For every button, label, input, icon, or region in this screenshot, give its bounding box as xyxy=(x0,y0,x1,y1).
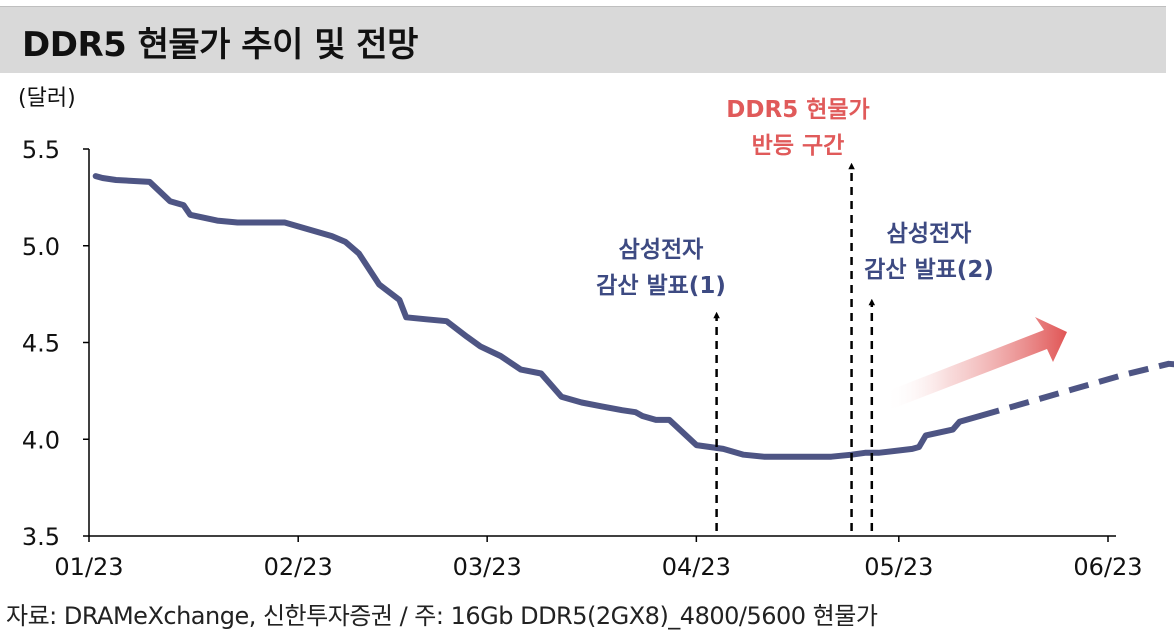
chart: (달러) 3.5 4.0 4.5 5.0 5.5 01/23 02/23 03/23 04/23 0… xyxy=(18,86,1174,581)
annotation-text: 반등 구간 xyxy=(752,133,845,159)
y-tick-label: 3.5 xyxy=(22,523,60,551)
x-tick-label: 02/23 xyxy=(264,553,333,581)
y-tick-label: 4.5 xyxy=(22,330,60,358)
title-bar: DDR5 현물가 추이 및 전망 xyxy=(0,6,1166,73)
annotation-text: 삼성전자 xyxy=(887,221,972,247)
y-tick-label: 4.0 xyxy=(22,426,60,454)
y-axis-label: (달러) xyxy=(18,86,76,111)
annotation-text: 감산 발표(1) xyxy=(596,273,726,299)
x-tick-label: 03/23 xyxy=(453,553,522,581)
price-line xyxy=(92,173,983,460)
annotation-text: 삼성전자 xyxy=(619,237,704,263)
forecast-line xyxy=(978,360,1174,419)
x-tick-label: 05/23 xyxy=(864,553,933,581)
x-tick-label: 06/23 xyxy=(1073,553,1142,581)
source-note: 자료: DRAMeXchange, 신한투자증권 / 주: 16Gb DDR5(… xyxy=(6,602,878,630)
page-title: DDR5 현물가 추이 및 전망 xyxy=(22,25,418,65)
y-tick-label: 5.5 xyxy=(22,136,60,164)
x-tick-label: 01/23 xyxy=(54,553,123,581)
annotation-text: 감산 발표(2) xyxy=(864,257,994,283)
y-tick-label: 5.0 xyxy=(22,233,60,261)
forecast-arrow xyxy=(885,317,1067,410)
annotation-text: DDR5 현물가 xyxy=(726,97,869,123)
x-tick-label: 04/23 xyxy=(662,553,731,581)
